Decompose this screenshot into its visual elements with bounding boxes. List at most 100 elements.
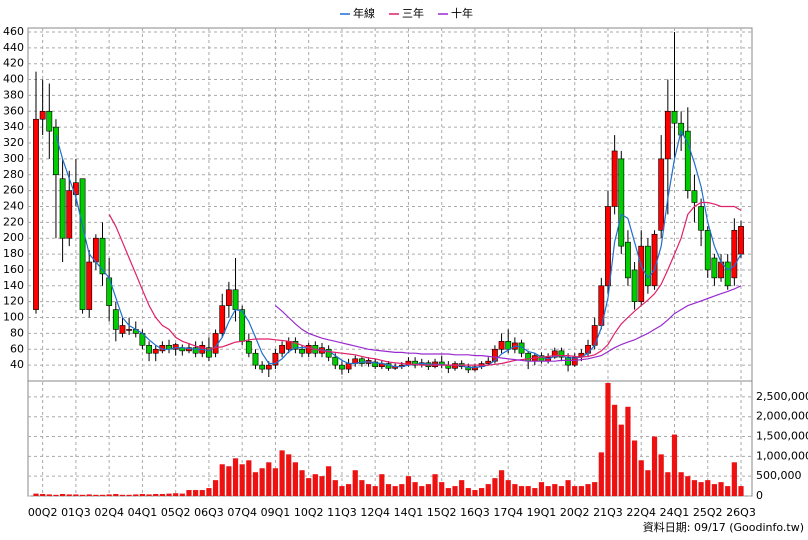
ma-line	[275, 285, 742, 362]
volume-bar	[518, 486, 525, 496]
legend-label: 年線	[353, 6, 375, 20]
x-tick-label: 06Q3	[194, 506, 224, 519]
volume-bar	[538, 482, 545, 496]
volume-bar	[159, 494, 165, 496]
volume-bar	[272, 468, 279, 496]
volume-bar	[133, 494, 139, 496]
candle-body	[558, 350, 565, 358]
volume-bar	[212, 480, 219, 496]
candle-body	[339, 364, 345, 370]
candle-body	[498, 341, 505, 350]
candle-body	[452, 363, 458, 369]
candle-body	[33, 118, 39, 310]
volume-bar	[565, 480, 571, 496]
y-tick-label: 160	[3, 263, 24, 276]
volume-bar	[492, 478, 498, 496]
candle-body	[99, 237, 106, 275]
candle-body	[219, 305, 226, 334]
volume-bar	[332, 480, 338, 496]
volume-bar	[246, 460, 252, 496]
volume-bar	[592, 482, 598, 496]
volume-bar	[379, 474, 385, 496]
volume-bar	[199, 490, 205, 496]
candle-body	[92, 237, 99, 263]
volume-bar	[292, 462, 298, 496]
volume-bar	[459, 480, 465, 496]
candle-body	[631, 269, 638, 302]
volume-bar	[505, 480, 511, 496]
volume-tick-label: 0	[756, 489, 763, 502]
volume-bar	[445, 488, 451, 496]
volume-bar	[405, 476, 412, 496]
candle-body	[412, 360, 419, 366]
candle-body	[618, 158, 625, 247]
volume-bar	[625, 406, 631, 496]
candle-body	[698, 206, 704, 231]
volume-bar	[93, 494, 99, 496]
ma-line	[55, 129, 742, 369]
y-tick-label: 440	[3, 41, 24, 54]
candle-body	[252, 352, 259, 366]
volume-bar	[99, 494, 106, 496]
x-tick-label: 01Q3	[61, 506, 91, 519]
x-tick-label: 19Q1	[527, 506, 557, 519]
y-tick-label: 120	[3, 295, 24, 308]
candle-body	[46, 110, 53, 132]
volume-bar	[319, 476, 325, 496]
x-tick-label: 02Q4	[94, 506, 124, 519]
candle-body	[565, 356, 571, 366]
volume-bar	[465, 488, 471, 496]
x-tick-label: 20Q2	[560, 506, 590, 519]
x-tick-label: 05Q2	[161, 506, 191, 519]
volume-bar	[385, 484, 392, 496]
volume-tick-label: 1,500,000	[756, 430, 808, 443]
candle-body	[684, 130, 691, 191]
candle-body	[285, 341, 292, 350]
volume-bar	[299, 470, 305, 496]
candle-body	[259, 364, 266, 370]
candle-body	[551, 350, 558, 358]
candle-body	[678, 122, 685, 136]
y-tick-label: 180	[3, 247, 24, 260]
candle-body	[724, 261, 731, 287]
y-tick-label: 320	[3, 136, 24, 149]
volume-bar	[352, 470, 358, 496]
y-tick-label: 460	[3, 25, 24, 38]
volume-bar	[665, 472, 671, 496]
volume-bar	[279, 450, 285, 496]
candle-body	[738, 226, 744, 255]
volume-bar	[86, 494, 92, 496]
candle-body	[358, 358, 365, 364]
volume-bar	[572, 486, 578, 496]
ma-line	[108, 201, 742, 366]
volume-bar	[479, 488, 485, 496]
volume-bar	[705, 480, 711, 496]
y-tick-label: 100	[3, 311, 24, 324]
volume-bar	[146, 494, 152, 496]
candle-body	[265, 364, 272, 370]
volume-bar	[226, 466, 232, 496]
candle-body	[86, 261, 93, 310]
y-tick-label: 240	[3, 199, 24, 212]
y-tick-label: 300	[3, 152, 24, 165]
volume-bar	[738, 486, 744, 496]
volume-bar	[173, 493, 179, 496]
volume-bar	[512, 484, 518, 496]
candle-body	[591, 325, 598, 346]
x-tick-label: 04Q1	[128, 506, 158, 519]
candle-body	[59, 178, 66, 239]
volume-bar	[113, 494, 119, 496]
candle-body	[245, 341, 252, 354]
x-tick-label: 12Q4	[360, 506, 390, 519]
volume-bar	[139, 494, 146, 496]
volume-bar	[731, 462, 737, 496]
x-tick-label: 15Q2	[427, 506, 457, 519]
volume-bar	[179, 493, 185, 496]
candle-body	[671, 110, 678, 124]
volume-bar	[73, 494, 79, 496]
candle-body	[691, 190, 698, 203]
volume-bar	[651, 436, 658, 496]
volume-bar	[60, 494, 66, 496]
